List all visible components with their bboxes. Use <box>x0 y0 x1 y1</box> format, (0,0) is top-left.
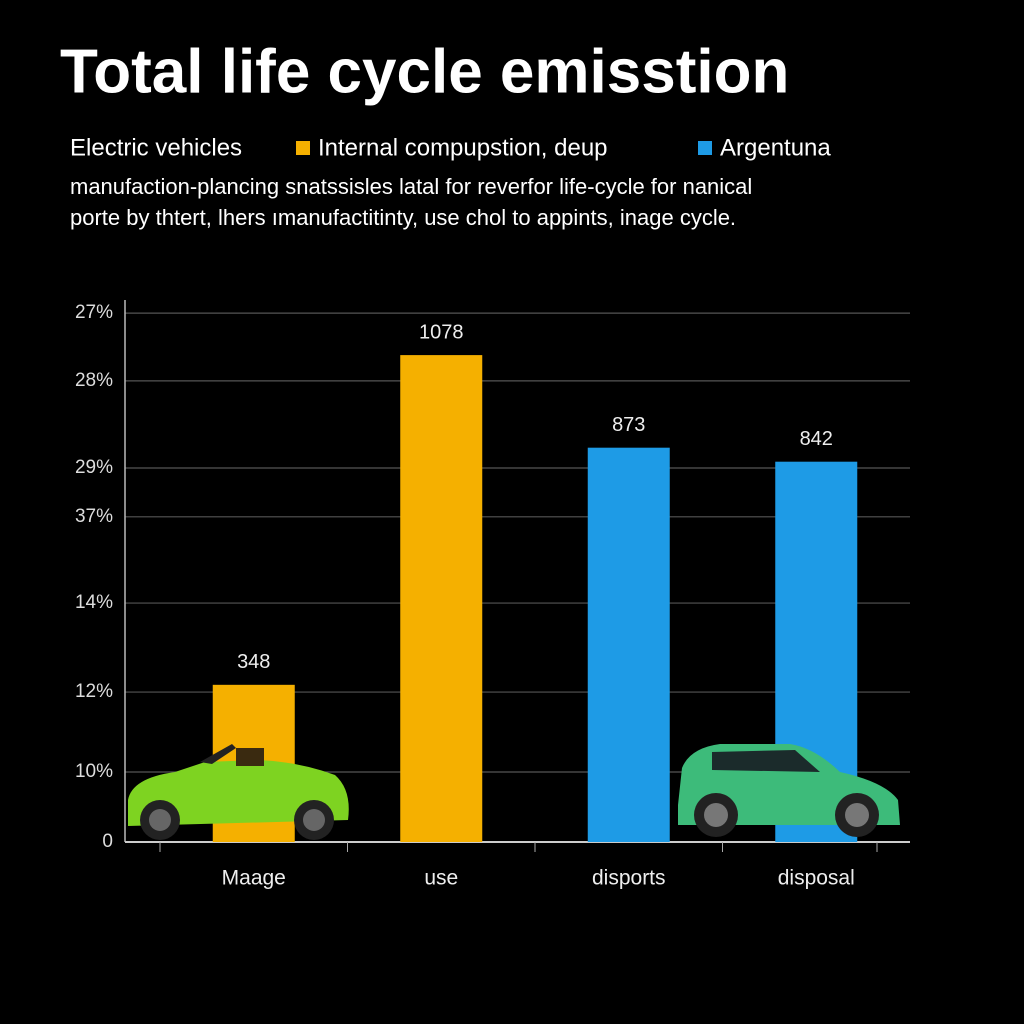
legend-swatch <box>698 141 712 155</box>
y-tick-label: 14% <box>75 592 113 613</box>
data-label: 842 <box>800 428 833 450</box>
legend-label: Electric vehicles <box>70 134 242 161</box>
x-tick-label: disports <box>592 867 666 890</box>
legend-label: Internal compupstion, deup <box>318 134 608 161</box>
green-convertible <box>128 744 349 840</box>
data-label: 348 <box>237 651 270 673</box>
y-tick-label: 37% <box>75 506 113 527</box>
subtitle: manufaction-plancing snatssisles latal f… <box>70 174 752 199</box>
x-tick-label: disposal <box>778 867 855 890</box>
bar <box>400 355 483 842</box>
x-tick-label: Maage <box>222 867 286 890</box>
bar <box>587 447 670 842</box>
car-illustrations <box>128 744 900 840</box>
y-tick-label: 27% <box>75 302 113 323</box>
y-tick-label: 10% <box>75 761 113 782</box>
green-suv <box>678 744 900 837</box>
data-label: 873 <box>612 414 645 436</box>
data-label: 1078 <box>419 321 464 343</box>
y-tick-label: 0 <box>102 831 113 852</box>
y-tick-label: 29% <box>75 457 113 478</box>
legend-label: Argentuna <box>720 134 831 161</box>
chart-title: Total life cycle emisstion <box>60 37 789 106</box>
x-tick-label: use <box>424 867 458 890</box>
y-tick-label: 12% <box>75 681 113 702</box>
subtitle: porte by thtert, lhers ımanufactitinty, … <box>70 205 736 230</box>
legend-swatch <box>296 141 310 155</box>
y-tick-label: 28% <box>75 370 113 391</box>
